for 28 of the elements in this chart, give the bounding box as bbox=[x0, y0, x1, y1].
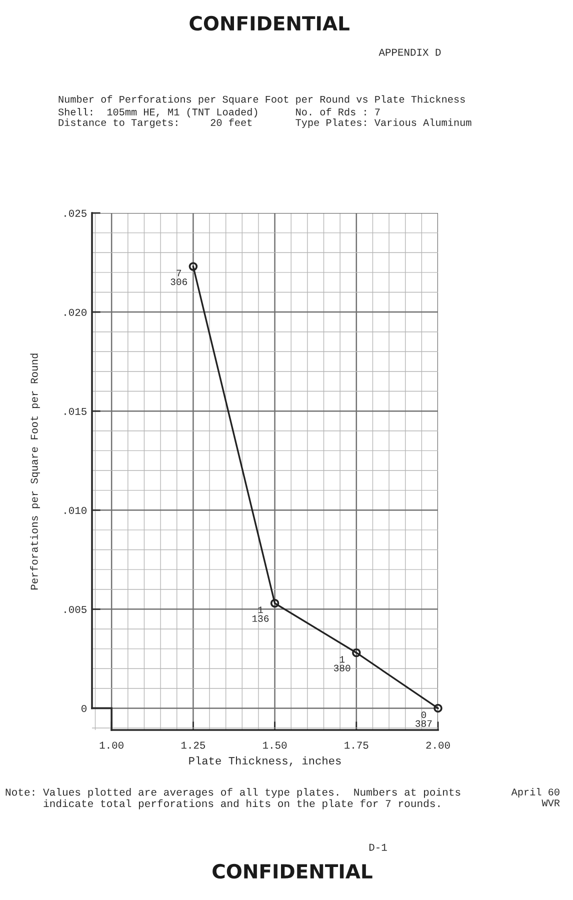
x-tick-label: 2.00 bbox=[426, 742, 450, 749]
annotation: 7 306 bbox=[170, 270, 187, 286]
text: April 60 WVR bbox=[511, 788, 560, 806]
x-tick-label: 1.50 bbox=[263, 742, 287, 749]
y-tick-label: .015 bbox=[64, 408, 86, 415]
y-axis-title: Perforations per Square Foot per Round bbox=[30, 354, 40, 590]
y-tick-label: .020 bbox=[64, 308, 86, 316]
y-tick-label: .025 bbox=[64, 210, 86, 217]
y-tick-label: .010 bbox=[64, 506, 86, 514]
x-tick-label: 1.00 bbox=[100, 742, 124, 749]
x-tick-label: 1.25 bbox=[181, 742, 206, 749]
point bbox=[352, 648, 361, 658]
chart-subtitle: Shell: 105mm HE, M1 (TNT Loaded) No. of Rds : 7 Distance to Targets: 20 feet Type Plates: Various Aluminum bbox=[58, 108, 472, 128]
point bbox=[188, 262, 198, 271]
y-tick-label: .005 bbox=[64, 606, 86, 614]
point bbox=[434, 704, 442, 713]
text: CONFIDENTIAL bbox=[190, 16, 350, 31]
y-tick-label: 0 bbox=[82, 705, 86, 712]
text: Note: Values plotted are averages of all type plates. Numbers at points indicate total perforations and hits on the plate for 7 rounds. bbox=[6, 788, 460, 810]
text: APPENDIX D bbox=[378, 48, 441, 56]
point bbox=[270, 598, 280, 608]
annotation: 0 387 bbox=[416, 712, 432, 727]
x-tick-label: 1.75 bbox=[344, 742, 368, 749]
annotation: 1 380 bbox=[334, 656, 350, 672]
chart-title: Number of Perforations per Square Foot per Round vs Plate Thickness bbox=[58, 95, 465, 105]
x-axis-title: Plate Thickness, inches bbox=[189, 756, 341, 766]
text: CONFIDENTIAL bbox=[212, 864, 372, 879]
text: D-1 bbox=[369, 844, 387, 851]
